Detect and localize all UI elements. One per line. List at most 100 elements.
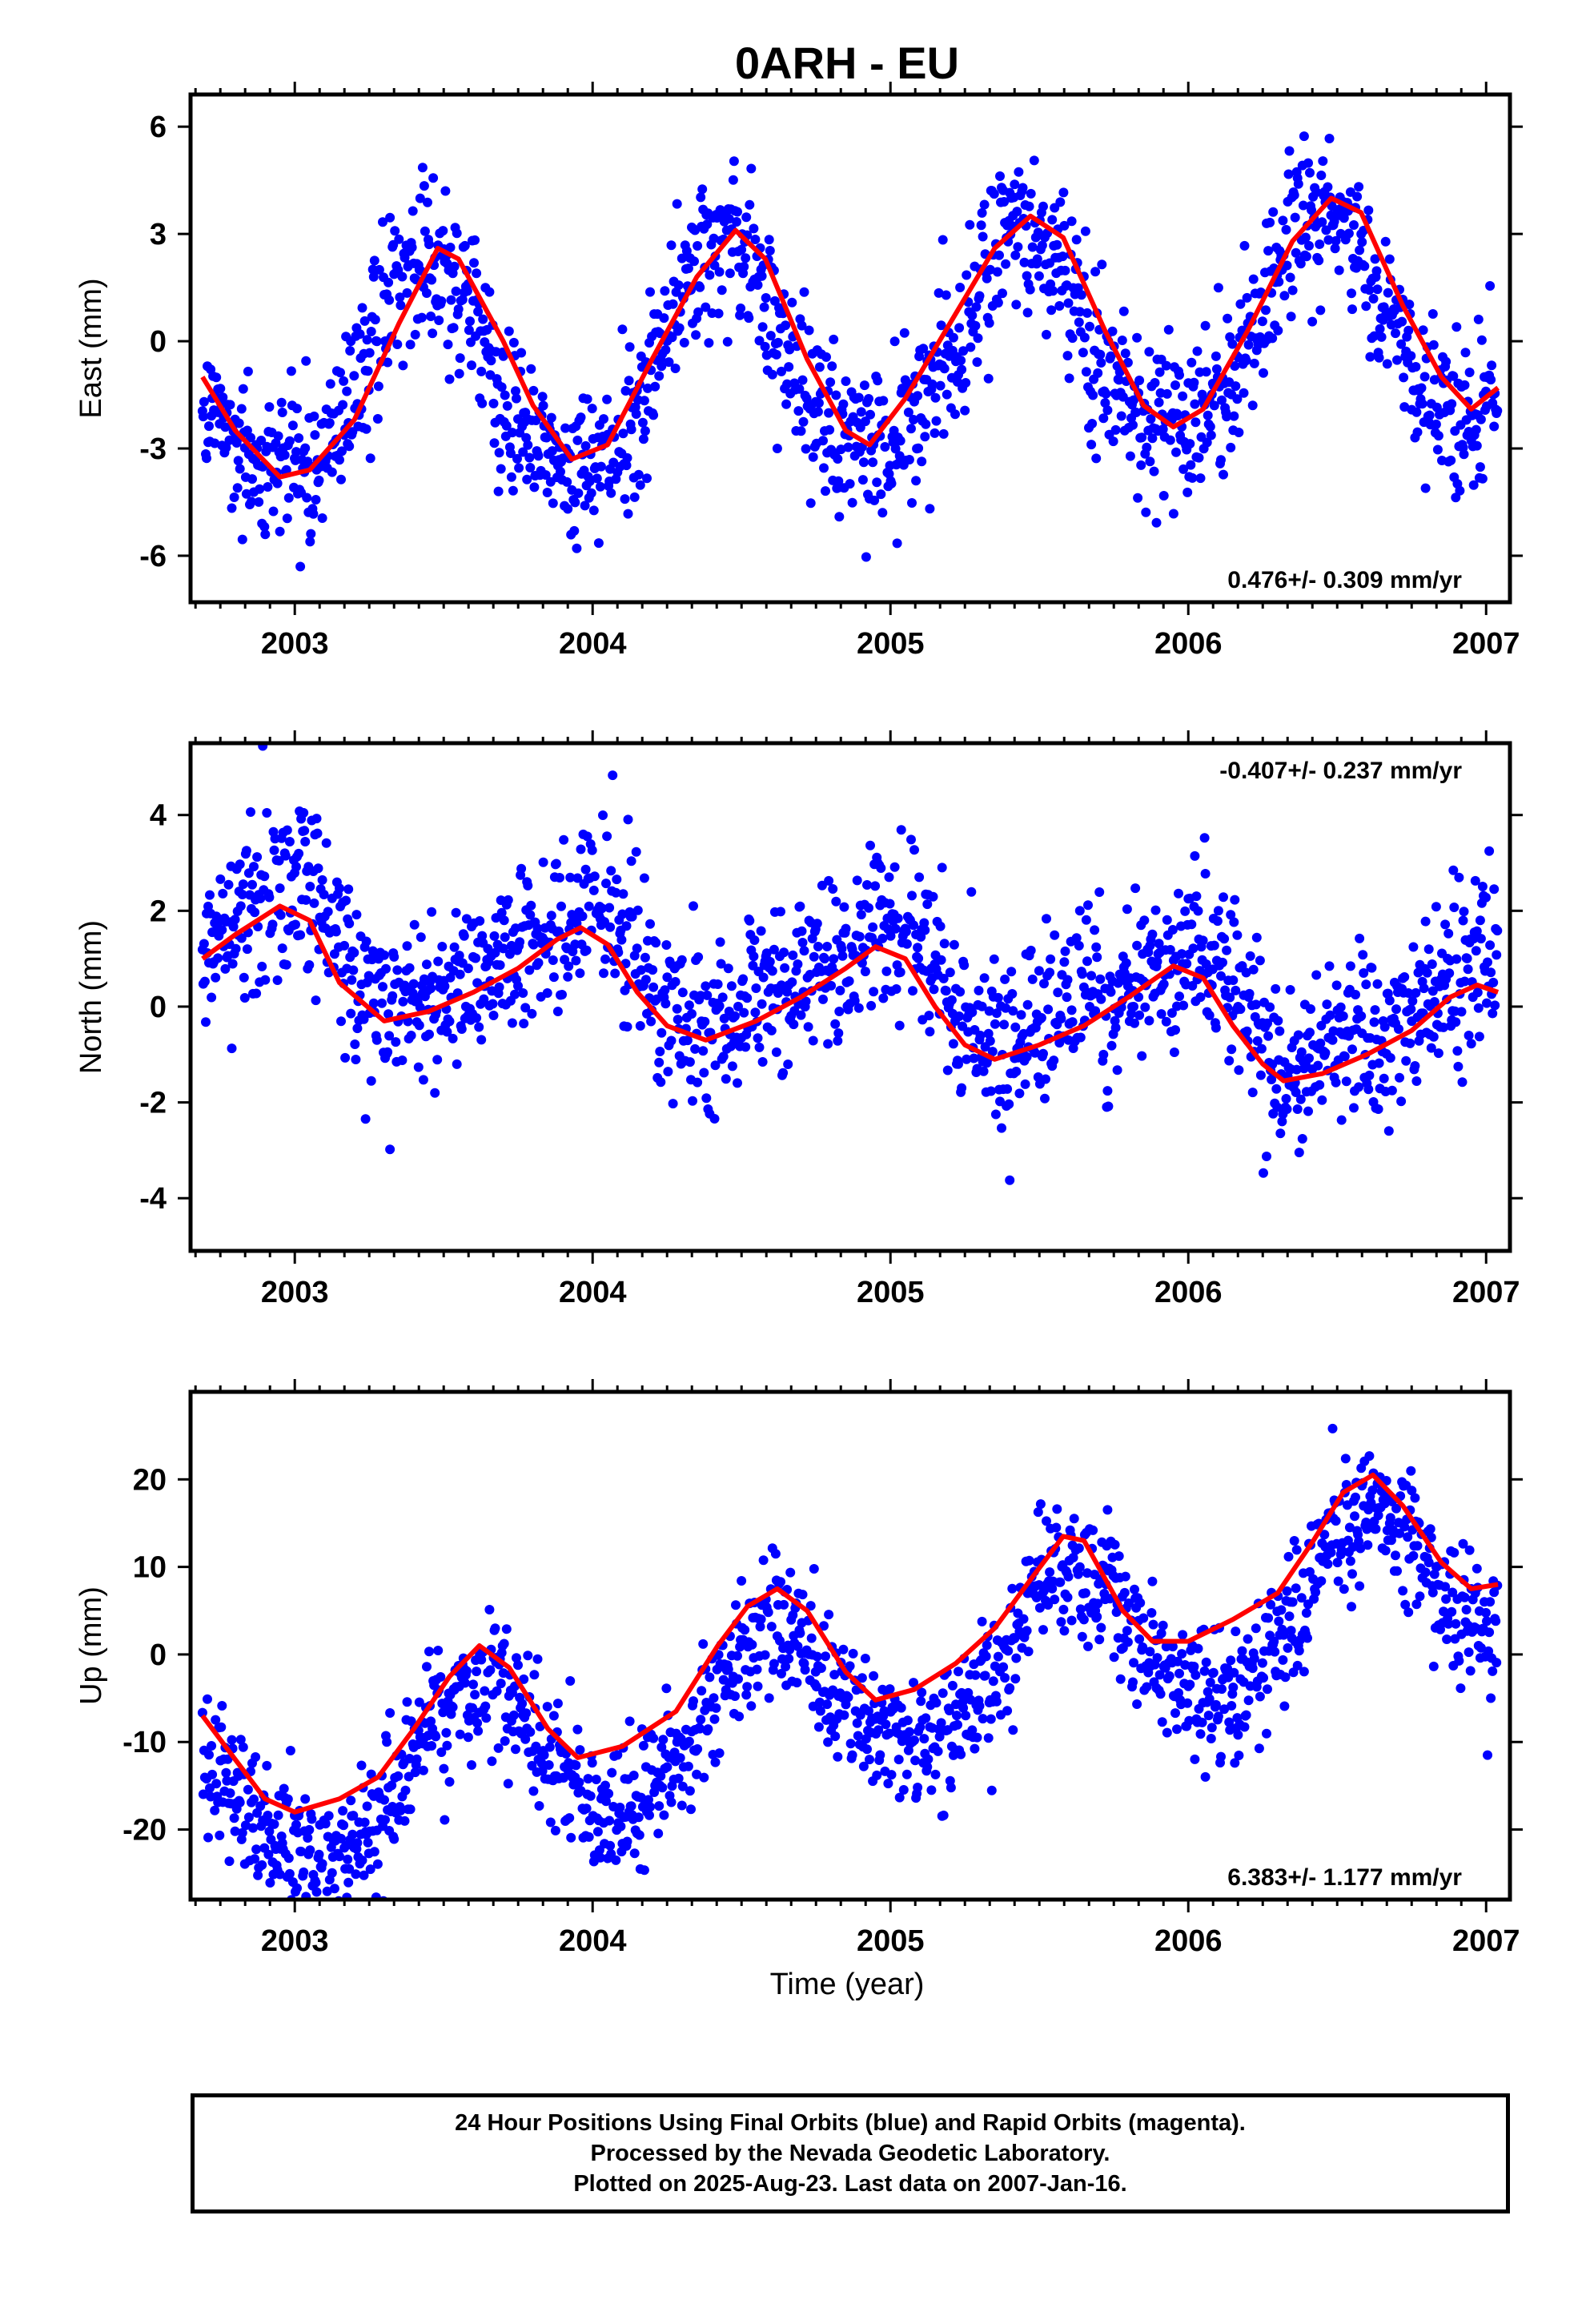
north-point [1374,1058,1384,1068]
east-point [821,486,830,497]
east-point [264,402,275,412]
up-point [1263,1684,1272,1695]
north-point [205,890,215,900]
up-point [1207,1723,1217,1733]
north-y-tick-label: -4 [139,1182,167,1216]
east-point [390,226,400,236]
up-point [986,1714,996,1724]
north-point [1305,1027,1315,1038]
north-point [1241,967,1251,978]
north-point [284,837,295,846]
east-point [1354,182,1364,192]
east-point [1076,290,1086,300]
north-point [1219,934,1230,944]
north-point [663,1067,673,1077]
north-point [596,903,607,914]
north-point [1174,888,1183,899]
east-point [518,447,528,457]
east-point [1311,187,1322,197]
up-point [653,1828,664,1839]
up-point [366,1769,376,1779]
north-point [1472,987,1483,998]
north-point [1313,1060,1323,1071]
up-point [485,1665,496,1675]
north-point [856,910,866,920]
north-point [1364,1070,1375,1080]
up-point [639,1865,649,1876]
east-point [512,453,522,464]
east-point [741,253,751,263]
north-point [359,1014,369,1024]
east-point [984,318,994,328]
east-point [1136,460,1146,470]
up-point [917,1687,927,1698]
up-point [847,1750,857,1760]
east-point [1144,347,1154,357]
north-point [942,1065,953,1076]
east-point [911,476,921,486]
east-point [1142,442,1152,452]
up-point [624,1716,635,1727]
north-point [572,873,583,883]
north-point [662,972,673,983]
north-point [797,926,807,936]
east-point [402,287,412,298]
up-point [1005,1683,1015,1693]
east-point [1100,398,1110,408]
north-point [648,982,659,992]
north-point [742,993,753,1003]
north-point [987,1047,998,1057]
up-point [853,1731,863,1741]
up-point [734,1711,745,1722]
up-point [372,1859,383,1869]
east-point [1025,284,1035,295]
up-point [207,1769,218,1779]
north-point [748,960,758,971]
up-point [1327,1423,1338,1433]
north-point [677,987,688,998]
north-point [1341,1076,1351,1087]
up-point [565,1676,576,1686]
up-point [1292,1660,1303,1671]
up-point [536,1758,547,1768]
east-point [306,529,316,539]
up-point [709,1714,720,1724]
north-point [1361,979,1371,990]
north-point [787,977,797,987]
east-point [1134,376,1145,385]
east-point [528,385,539,396]
east-point [599,414,608,424]
east-point [962,270,972,280]
up-point [910,1755,921,1766]
north-point [426,983,436,994]
east-point [1048,286,1058,296]
north-point [1325,1010,1335,1020]
north-point [451,907,461,918]
north-point [632,943,642,954]
north-point [281,959,291,970]
east-point [1291,247,1301,258]
east-point [1460,380,1470,390]
north-point [929,984,939,995]
up-point [816,1663,826,1673]
up-point [235,1735,246,1745]
east-point [1202,437,1212,448]
up-point [1484,1627,1495,1638]
up-point [1062,1592,1073,1602]
east-point [1230,361,1240,371]
up-point [923,1754,934,1764]
north-point [870,881,881,891]
up-point [249,1794,259,1804]
east-point [588,505,599,516]
east-point [243,366,253,376]
north-point [651,938,661,948]
up-point [607,1767,617,1778]
north-point [646,1016,656,1027]
north-y-tick-label: 0 [150,991,167,1024]
east-point [1374,352,1384,363]
up-point [1219,1704,1230,1715]
east-x-tick-label: 2004 [559,627,627,661]
east-point [220,422,231,432]
up-point [1461,1605,1472,1614]
east-point [1217,395,1227,405]
